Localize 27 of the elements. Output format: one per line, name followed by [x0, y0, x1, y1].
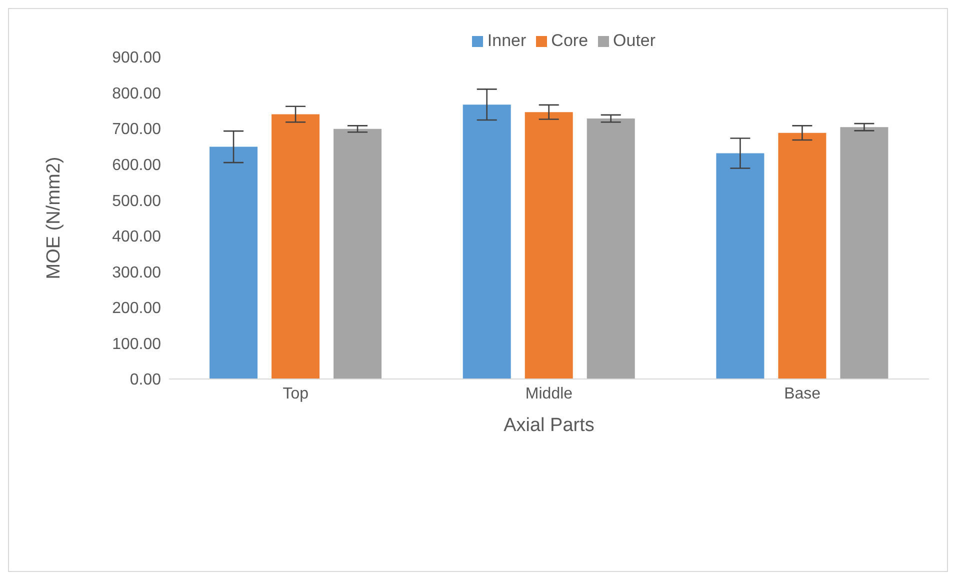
legend-label: Core: [551, 31, 588, 50]
y-axis-title: MOE (N/mm2): [44, 156, 65, 280]
bar: [272, 114, 320, 379]
y-tick-label: 0.00: [130, 372, 162, 389]
legend-label: Outer: [613, 31, 656, 50]
y-tick-label: 300.00: [112, 264, 162, 282]
y-tick-label: 900.00: [112, 50, 162, 67]
x-tick-label: Base: [784, 385, 821, 402]
y-tick-label: 600.00: [112, 157, 162, 174]
y-tick-label: 200.00: [112, 300, 162, 318]
bar: [210, 146, 258, 379]
bar: [716, 153, 764, 379]
y-tick-label: 500.00: [112, 192, 162, 210]
y-tick-label: 800.00: [112, 85, 162, 102]
y-tick-label: 400.00: [112, 228, 162, 246]
bar: [778, 132, 826, 379]
bar: [462, 104, 511, 379]
bar: [840, 127, 888, 379]
y-tick-label: 100.00: [112, 336, 162, 353]
bar: [586, 118, 635, 379]
bar: [334, 128, 382, 379]
y-tick-label: 700.00: [112, 121, 162, 138]
bar: [524, 112, 573, 379]
x-axis-title: Axial Parts: [504, 415, 594, 436]
x-tick-label: Top: [282, 385, 309, 402]
legend-label: Inner: [487, 31, 526, 50]
x-tick-label: Middle: [525, 385, 573, 402]
